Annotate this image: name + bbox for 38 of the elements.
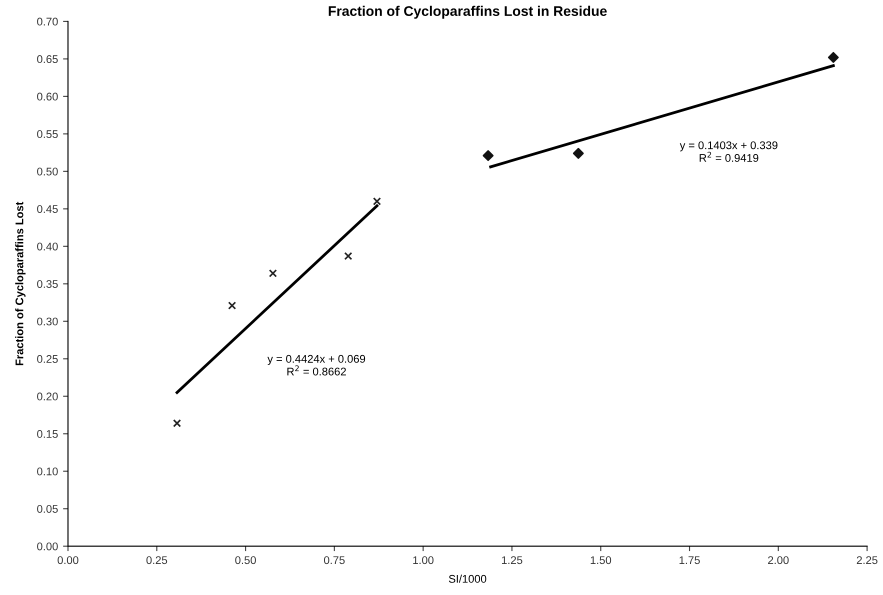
- y-tick-label: 0.45: [37, 205, 58, 213]
- point: [344, 252, 352, 260]
- annotation: y = 0.4424x + 0.069 R$^{2}$ = 0.8662: [267, 354, 366, 376]
- x-tick-label: 0.00: [58, 556, 78, 564]
- chart-title: Fraction of Cycloparaffins Lost in Residue: [328, 6, 607, 19]
- x-tick-label: 0.75: [324, 556, 345, 564]
- x-tick-label: 2.00: [768, 556, 789, 564]
- y-tick-label: 0.30: [37, 318, 58, 326]
- point: [372, 197, 382, 206]
- y-tick-label: 0.05: [37, 504, 58, 513]
- y-tick-label: 0.00: [37, 542, 58, 550]
- y-tick-label: 0.55: [37, 130, 58, 138]
- y-tick-label: 0.60: [37, 92, 58, 101]
- point: [828, 52, 839, 63]
- point: [268, 269, 278, 278]
- y-tick-label: 0.40: [37, 242, 58, 250]
- x-tick-label: 1.50: [590, 556, 612, 564]
- x-axis-title: SI/1000: [448, 574, 486, 583]
- annotation: y = 0.1403x + 0.339 R$^{2}$ = 0.9419: [680, 141, 778, 162]
- y-tick-label: 0.50: [37, 168, 58, 176]
- point: [172, 419, 182, 428]
- x-tick-label: 1.75: [680, 556, 700, 564]
- y-tick-label: 0.35: [37, 280, 58, 288]
- y-tick-label: 0.10: [37, 468, 58, 476]
- point: [228, 301, 236, 310]
- y-axis-title: Fraction of Cycloparaffins Lost: [15, 202, 26, 366]
- point: [572, 148, 584, 159]
- x-tick-label: 0.50: [235, 556, 256, 564]
- point: [482, 150, 494, 162]
- y-tick-label: 0.15: [37, 430, 58, 438]
- x-tick-label: 0.25: [146, 556, 168, 564]
- y-tick-label: 0.65: [37, 55, 58, 64]
- y-tick-label: 0.70: [37, 18, 58, 26]
- x-tick-label: 2.25: [856, 556, 878, 564]
- x-tick-label: 1.00: [413, 556, 434, 564]
- y-tick-label: 0.25: [37, 355, 58, 363]
- y-tick-label: 0.20: [37, 392, 58, 400]
- x-tick-label: 1.25: [502, 556, 522, 564]
